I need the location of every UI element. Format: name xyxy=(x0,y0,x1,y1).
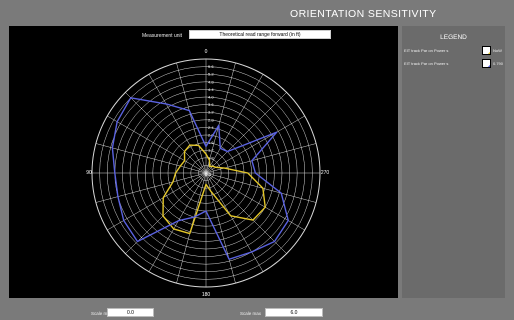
scale-min-label: Scale min xyxy=(91,311,111,316)
polar-grid xyxy=(91,58,321,288)
series-line-2 xyxy=(111,97,289,260)
angle-label-left: 90 xyxy=(86,170,92,176)
grid-spoke xyxy=(205,92,287,174)
legend-item-series-2: EIT track Par on Power s 0.790 xyxy=(404,59,505,69)
grid-spoke xyxy=(95,172,207,203)
legend-item-label: EIT track Par on Power s xyxy=(404,61,449,66)
radial-tick-label: 4.0 xyxy=(208,95,214,100)
radial-tick-label: 0.8 xyxy=(208,155,214,160)
angle-label-right: 270 xyxy=(321,170,330,176)
grid-spoke xyxy=(205,172,317,203)
scale-max-field[interactable]: 6.0 xyxy=(265,308,323,317)
radial-tick-label: 4.8 xyxy=(208,79,214,84)
radial-tick-label: 5.2 xyxy=(208,72,214,77)
center-label: 0.0 xyxy=(205,172,212,177)
scale-min-field[interactable]: 0.0 xyxy=(107,308,154,317)
grid-spoke xyxy=(107,115,207,174)
legend-item-series-1: EIT track Par on Power s NoW xyxy=(404,46,505,56)
grid-spoke xyxy=(176,62,207,174)
grid-spoke xyxy=(205,172,264,272)
radial-tick-label: 1.6 xyxy=(208,140,214,145)
grid-spoke xyxy=(148,74,207,174)
radial-tick-label: 1.2 xyxy=(208,148,214,153)
measurement-unit-label: Measurement unit xyxy=(142,33,183,39)
legend-title: LEGEND xyxy=(440,34,467,41)
measurement-unit-field[interactable]: Theoretical read range forward (in ft) xyxy=(189,30,331,39)
grid-spoke xyxy=(107,172,207,231)
radial-tick-label: 2.8 xyxy=(208,117,214,122)
grid-spoke xyxy=(95,143,207,174)
radial-tick-label: 3.2 xyxy=(208,110,214,115)
legend-swatch-series-2[interactable] xyxy=(482,59,491,68)
series-line-1 xyxy=(162,144,266,235)
angle-label-top: 0 xyxy=(205,49,208,55)
grid-spoke xyxy=(205,62,236,174)
page-title: ORIENTATION SENSITIVITY xyxy=(290,8,437,20)
angle-label-bottom: 180 xyxy=(202,292,211,298)
scale-max-label: Scale max xyxy=(240,311,262,316)
plot-panel: 5.6 5.2 4.8 4.4 4.0 3.6 3.2 2.8 2.4 2.0 1.6 1.2 0.8 0… xyxy=(9,26,398,298)
grid-spoke xyxy=(125,92,207,174)
polar-chart: 5.6 5.2 4.8 4.4 4.0 3.6 3.2 2.8 2.4 2.0 1.6 1.2 0.8 0… xyxy=(86,49,330,298)
legend-item-label: EIT track Par on Power s xyxy=(404,48,449,53)
radial-tick-labels: 5.6 5.2 4.8 4.4 4.0 3.6 3.2 2.8 2.4 2.0 1.6 1.2 0.8 0… xyxy=(208,64,214,168)
legend-panel: LEGEND EIT track Par on Power s NoW EIT … xyxy=(402,26,505,298)
legend-item-value: 0.790 xyxy=(493,61,504,66)
radial-tick-label: 2.4 xyxy=(208,125,214,130)
radial-tick-label: 2.0 xyxy=(208,133,214,138)
radial-tick-label: 4.4 xyxy=(208,87,214,92)
series-layer xyxy=(111,97,289,260)
grid-spoke xyxy=(205,172,287,254)
grid-spoke xyxy=(205,74,264,174)
grid-spoke xyxy=(205,115,305,174)
radial-tick-label: 3.6 xyxy=(208,102,214,107)
radial-tick-label: 0.4 xyxy=(208,163,214,168)
legend-swatch-series-1[interactable] xyxy=(482,46,491,55)
grid-spoke xyxy=(148,172,207,272)
radial-tick-label: 5.6 xyxy=(208,64,214,69)
legend-item-value: NoW xyxy=(493,48,502,53)
